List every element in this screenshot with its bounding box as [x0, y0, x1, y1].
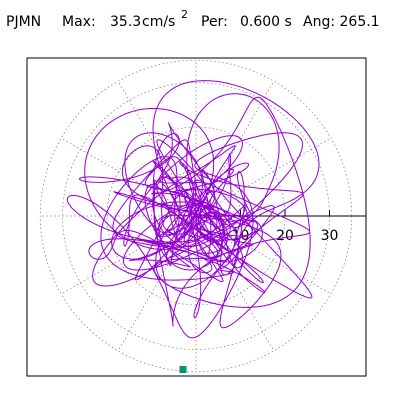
plot-frame — [26, 57, 367, 377]
max-value: 35.3 — [110, 14, 142, 30]
radial-tick-label: 20 — [276, 228, 294, 244]
station-code: PJMN — [6, 14, 42, 30]
period-label: Per: — [201, 14, 228, 30]
angle-value: Ang: 265.1 — [303, 14, 380, 30]
max-label: Max: — [62, 14, 96, 30]
period-value: 0.600 s — [240, 14, 292, 30]
radial-tick-label: 30 — [321, 228, 339, 244]
max-unit-exponent: 2 — [181, 8, 188, 21]
max-unit: cm/s — [142, 14, 176, 30]
particle-trace — [66, 80, 320, 339]
orientation-marker — [179, 366, 187, 373]
